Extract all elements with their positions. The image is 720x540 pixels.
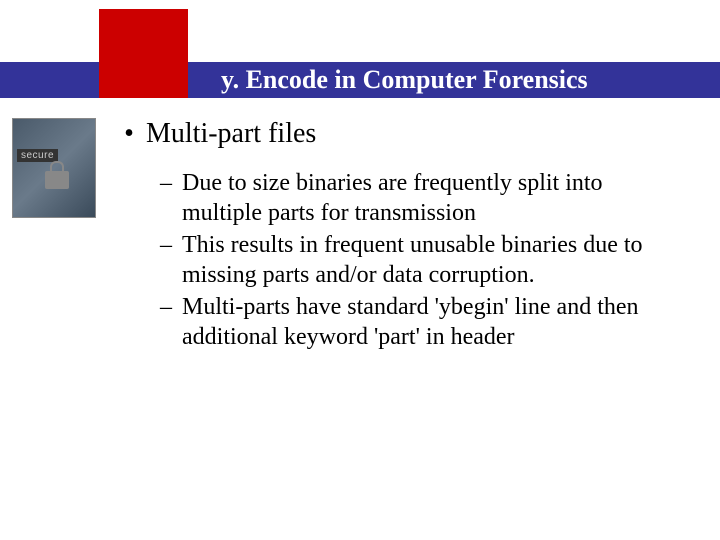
sub-bullet-text: This results in frequent unusable binari… [182,230,680,290]
sub-bullet-item: – Multi-parts have standard 'ybegin' lin… [160,292,680,352]
header-red-square [99,9,188,98]
main-bullet-text: Multi-part files [146,118,316,150]
sub-bullet-marker: – [160,292,182,352]
sub-bullet-marker: – [160,168,182,228]
main-bullet: • Multi-part files [119,118,316,150]
secure-image-label: secure [17,149,58,162]
sub-bullet-text: Multi-parts have standard 'ybegin' line … [182,292,680,352]
sub-bullet-list: – Due to size binaries are frequently sp… [160,168,680,354]
header: y. Encode in Computer Forensics [0,0,720,100]
sub-bullet-text: Due to size binaries are frequently spli… [182,168,680,228]
slide-title: y. Encode in Computer Forensics [221,62,588,98]
sub-bullet-item: – This results in frequent unusable bina… [160,230,680,290]
bullet-marker: • [119,118,139,150]
sub-bullet-item: – Due to size binaries are frequently sp… [160,168,680,228]
sub-bullet-marker: – [160,230,182,290]
lock-icon [45,171,69,189]
secure-image: secure [12,118,96,218]
